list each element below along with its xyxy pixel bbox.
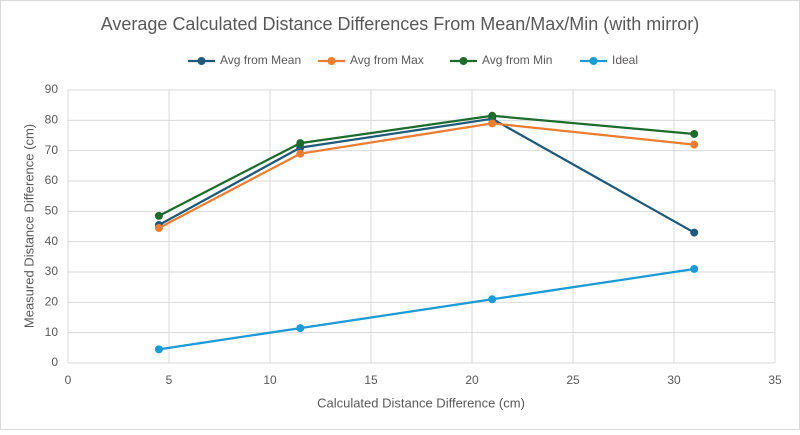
series-line <box>158 117 695 234</box>
legend-label: Avg from Min <box>482 53 552 67</box>
x-axis-title: Calculated Distance Difference (cm) <box>317 395 525 410</box>
data-point <box>690 264 699 273</box>
data-point <box>690 228 699 237</box>
data-point <box>154 224 163 233</box>
data-point <box>154 345 163 354</box>
data-point <box>690 129 699 138</box>
y-tick-label: 50 <box>45 204 59 218</box>
y-tick-label: 20 <box>45 295 59 309</box>
data-point <box>488 295 497 304</box>
data-point <box>488 111 497 120</box>
y-tick-label: 10 <box>45 325 59 339</box>
legend-marker <box>327 57 336 65</box>
y-tick-label: 80 <box>45 113 59 127</box>
legend-label: Avg from Max <box>350 53 424 67</box>
data-point <box>296 149 305 158</box>
x-tick-label: 20 <box>465 373 479 387</box>
y-axis-title: Measured Distance Difference (cm) <box>21 124 36 328</box>
legend-marker <box>589 57 598 65</box>
x-tick-label: 0 <box>65 373 72 387</box>
y-tick-label: 0 <box>51 355 58 369</box>
x-tick-label: 25 <box>566 373 580 387</box>
x-tick-label: 10 <box>263 373 277 387</box>
chart-title: Average Calculated Distance Differences … <box>101 14 700 34</box>
data-point <box>488 119 497 128</box>
x-tick-label: 15 <box>364 373 378 387</box>
data-point <box>296 324 305 333</box>
y-tick-label: 30 <box>45 264 59 278</box>
x-tick-label: 5 <box>166 373 173 387</box>
y-tick-label: 70 <box>45 143 59 157</box>
y-tick-label: 60 <box>45 173 59 187</box>
series-line <box>158 122 695 230</box>
legend-marker <box>459 57 468 65</box>
y-tick-label: 90 <box>45 82 59 96</box>
series-line <box>158 114 695 217</box>
data-point <box>154 211 163 220</box>
legend-label: Avg from Mean <box>220 53 301 67</box>
legend-label: Ideal <box>612 53 638 67</box>
data-point <box>296 139 305 148</box>
x-tick-label: 35 <box>768 373 782 387</box>
y-tick-label: 40 <box>45 234 59 248</box>
data-point <box>690 140 699 149</box>
x-tick-label: 30 <box>667 373 681 387</box>
series-line <box>158 267 695 351</box>
legend-marker <box>197 57 206 65</box>
